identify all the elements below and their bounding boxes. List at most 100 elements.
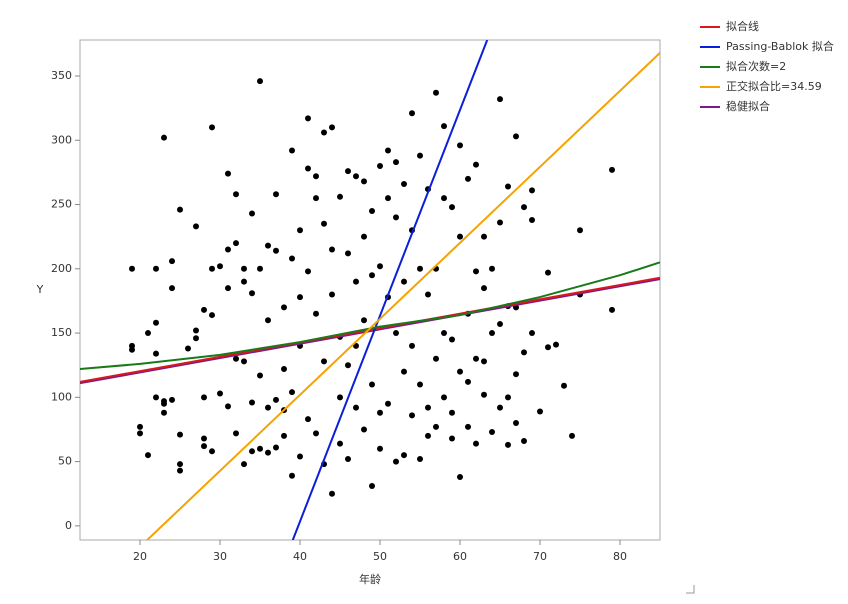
point xyxy=(353,404,359,411)
point xyxy=(441,195,447,202)
point xyxy=(273,191,279,198)
point xyxy=(505,441,511,448)
point xyxy=(329,124,335,131)
point xyxy=(201,394,207,401)
point xyxy=(425,404,431,411)
point xyxy=(297,294,303,301)
point xyxy=(473,440,479,447)
point xyxy=(409,412,415,419)
point xyxy=(129,265,135,272)
point xyxy=(177,461,183,468)
point xyxy=(577,227,583,234)
point xyxy=(129,346,135,353)
point xyxy=(473,268,479,275)
point xyxy=(233,240,239,247)
point xyxy=(369,207,375,214)
x-tick-label: 70 xyxy=(533,550,547,563)
y-tick-label: 200 xyxy=(51,262,72,275)
point xyxy=(225,170,231,177)
point xyxy=(257,445,263,452)
point xyxy=(393,458,399,465)
point xyxy=(369,483,375,490)
point xyxy=(281,304,287,311)
point xyxy=(177,431,183,438)
point xyxy=(393,330,399,337)
point xyxy=(217,263,223,270)
fit-line xyxy=(80,278,660,385)
point xyxy=(265,449,271,456)
point xyxy=(369,272,375,279)
point xyxy=(505,183,511,190)
point xyxy=(249,210,255,217)
point xyxy=(289,255,295,262)
point xyxy=(449,409,455,416)
point xyxy=(265,242,271,249)
point xyxy=(465,423,471,430)
point xyxy=(497,404,503,411)
point xyxy=(209,448,215,455)
point xyxy=(345,362,351,369)
point xyxy=(329,246,335,253)
point xyxy=(265,404,271,411)
point xyxy=(337,440,343,447)
point xyxy=(257,372,263,379)
point xyxy=(553,341,559,348)
point xyxy=(321,358,327,365)
point xyxy=(233,191,239,198)
point xyxy=(345,250,351,257)
point xyxy=(209,265,215,272)
point xyxy=(241,461,247,468)
legend-label: Passing-Bablok 拟合 xyxy=(726,39,834,53)
point xyxy=(153,265,159,272)
point xyxy=(425,291,431,298)
point xyxy=(385,147,391,154)
point xyxy=(401,452,407,459)
point xyxy=(241,358,247,365)
point xyxy=(441,123,447,130)
point xyxy=(377,445,383,452)
point xyxy=(353,278,359,285)
point xyxy=(561,382,567,389)
fit-line xyxy=(146,52,660,540)
fit-line xyxy=(291,40,489,540)
plot-frame xyxy=(79,39,661,541)
point xyxy=(321,220,327,227)
point xyxy=(177,467,183,474)
point xyxy=(393,214,399,221)
point xyxy=(177,206,183,213)
point xyxy=(209,124,215,131)
point xyxy=(537,408,543,415)
point xyxy=(377,409,383,416)
point xyxy=(193,335,199,342)
point xyxy=(289,147,295,154)
point xyxy=(145,330,151,337)
y-tick-label: 250 xyxy=(51,198,72,211)
y-axis-label: Y xyxy=(36,283,44,296)
point xyxy=(161,134,167,141)
point xyxy=(465,175,471,182)
point xyxy=(145,452,151,459)
point xyxy=(241,265,247,272)
y-tick-label: 350 xyxy=(51,69,72,82)
point xyxy=(449,435,455,442)
point xyxy=(233,355,239,362)
point xyxy=(489,265,495,272)
point xyxy=(169,258,175,265)
point xyxy=(225,246,231,253)
point xyxy=(505,394,511,401)
point xyxy=(305,416,311,423)
point xyxy=(361,426,367,433)
point xyxy=(377,263,383,270)
point xyxy=(481,391,487,398)
point xyxy=(233,430,239,437)
point xyxy=(489,429,495,436)
point xyxy=(473,355,479,362)
y-tick-label: 300 xyxy=(51,133,72,146)
point xyxy=(481,233,487,240)
point xyxy=(417,456,423,463)
point xyxy=(457,474,463,481)
point xyxy=(417,381,423,388)
fit-line xyxy=(80,261,660,371)
point xyxy=(201,443,207,450)
point xyxy=(169,396,175,403)
